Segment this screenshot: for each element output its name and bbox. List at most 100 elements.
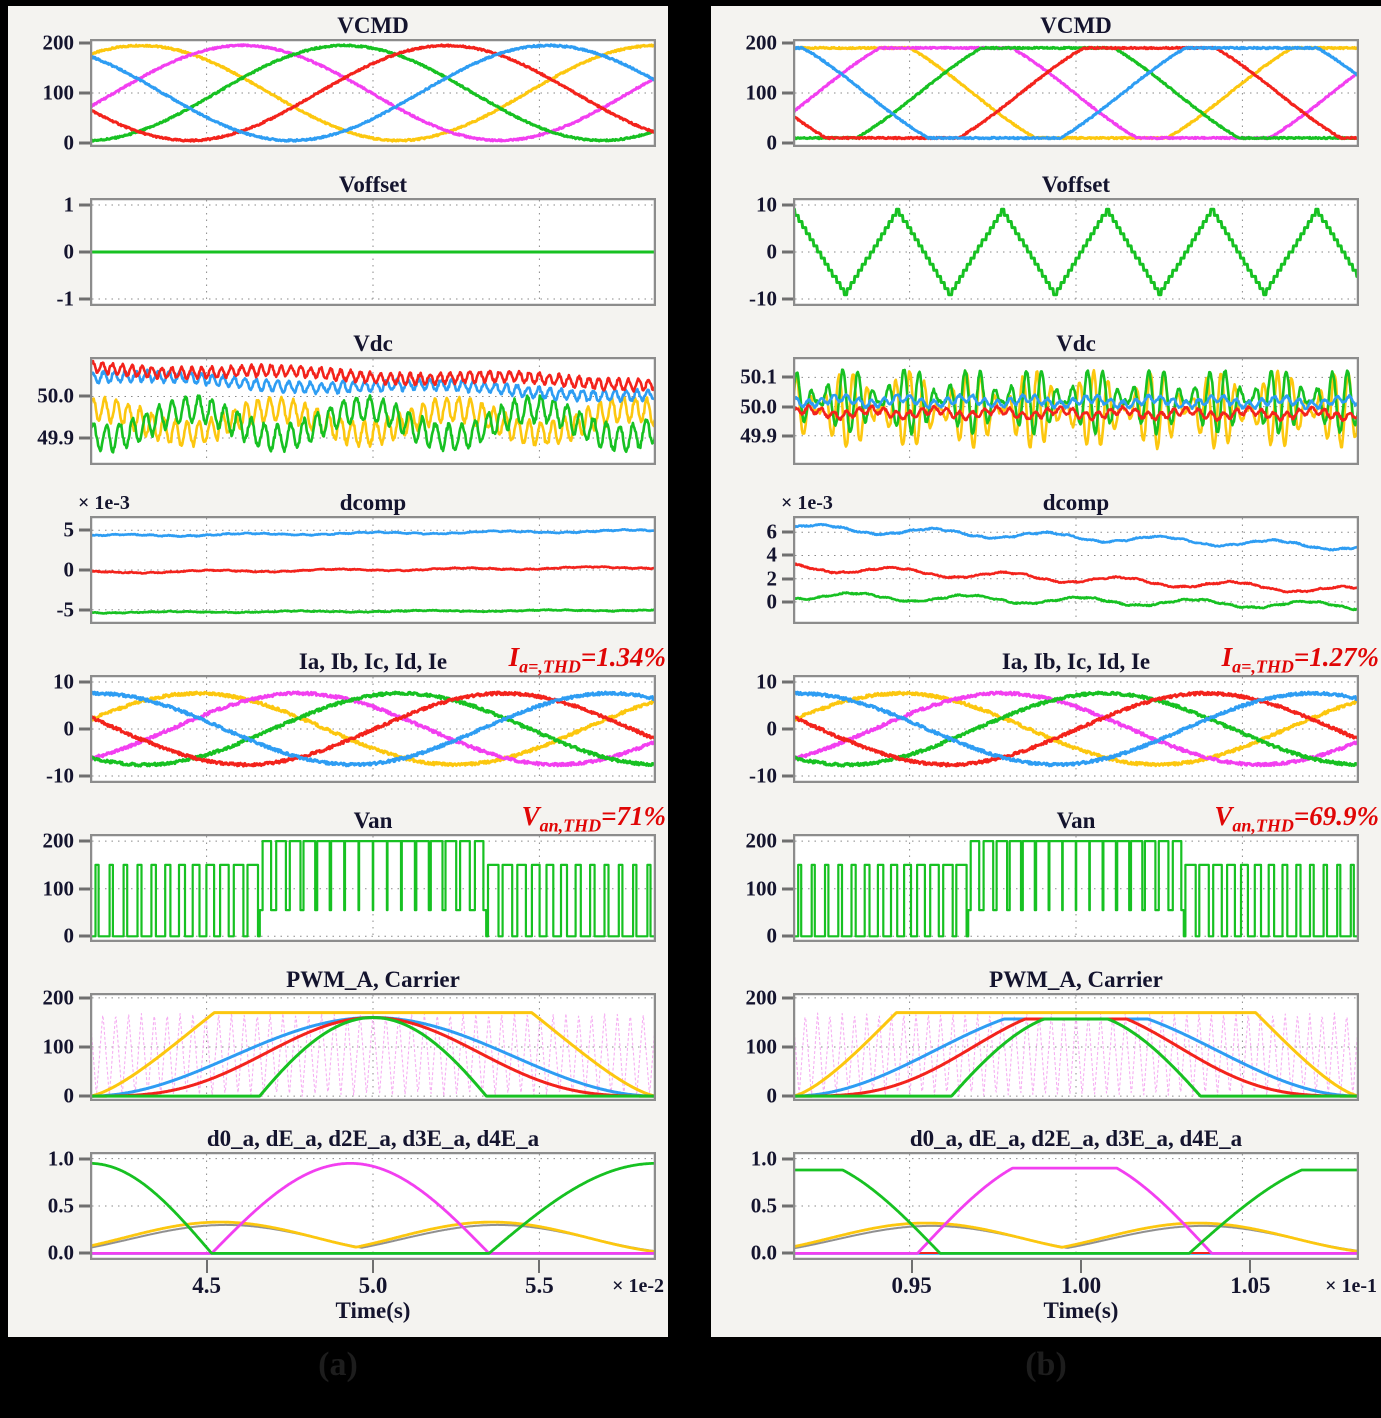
y-tick-mark <box>79 1157 90 1161</box>
plot-title-row: Van Van,THD=71% <box>8 801 668 834</box>
series-dcomp-green <box>90 608 656 615</box>
plot-title-currents: Ia, Ib, Ic, Id, Ie <box>1001 649 1151 674</box>
plot-dcomp-a: dcomp × 1e-3 5 0 -5 <box>8 489 668 624</box>
plot-title-dcomp: dcomp <box>1042 490 1110 515</box>
y-tick-mark <box>782 727 793 731</box>
thd-subscript: an,THD <box>1232 815 1294 836</box>
y-tick-mark <box>79 141 90 145</box>
series-i-green <box>793 690 1359 768</box>
plot-duty-a: d0_a, dE_a, d2E_a, d3E_a, d4E_a 1.0 0.5 0.0 <box>8 1125 668 1265</box>
x-tick-mark <box>205 1260 208 1273</box>
y-tick-label: 100 <box>745 876 778 901</box>
y-tick-mark <box>79 996 90 1000</box>
thd-value: =1.27% <box>1293 642 1379 672</box>
y-tick-mark <box>79 1094 90 1098</box>
y-tick-label: 50.0 <box>740 394 777 419</box>
y-tick-label: 200 <box>42 30 75 55</box>
y-axis-gutter: 200 100 0 <box>711 829 793 948</box>
y-tick-label: 49.9 <box>37 425 74 450</box>
plot-title-dcomp: dcomp <box>339 490 407 515</box>
y-axis-gutter: 10 0 -10 <box>711 193 793 310</box>
plot-title-pwm: PWM_A, Carrier <box>989 967 1163 992</box>
plot-area: 200 100 0 <box>43 829 656 948</box>
series-vcmd-red <box>793 45 1359 141</box>
series-i-blue <box>90 690 656 768</box>
plot-vcmd-b: VCMD 200 100 0 <box>711 12 1381 155</box>
y-tick-label: -10 <box>749 763 777 788</box>
plot-title-pwm: PWM_A, Carrier <box>286 967 460 992</box>
y-tick-mark <box>782 434 793 438</box>
plot-area: 10 0 -10 <box>749 193 1369 310</box>
y-tick-label: 2 <box>766 566 778 591</box>
series-i-blue <box>793 690 1359 768</box>
y-tick-mark <box>79 727 90 731</box>
plot-title-vdc: Vdc <box>353 331 393 356</box>
y-tick-label: 100 <box>745 80 778 105</box>
plot-title-row: Voffset <box>711 171 1381 198</box>
x-tick-mark <box>538 1260 541 1273</box>
series-vdc-yellow <box>90 395 656 449</box>
y-tick-mark <box>782 839 793 843</box>
y-tick-label: 0 <box>766 923 778 948</box>
y-axis-gutter: 200 100 0 <box>8 985 90 1108</box>
plot-area: 1.0 0.5 0.0 <box>751 1146 1369 1265</box>
plot-title-row: PWM_A, Carrier <box>8 966 668 993</box>
plot-title-currents: Ia, Ib, Ic, Id, Ie <box>298 649 448 674</box>
thd-subscript: a=,THD <box>519 656 581 677</box>
y-axis-gutter: 200 100 0 <box>711 31 793 155</box>
plot-area: 5 0 -5 <box>57 516 656 624</box>
plot-title-row: d0_a, dE_a, d2E_a, d3E_a, d4E_a <box>711 1125 1381 1152</box>
series-i-gold <box>793 690 1359 768</box>
plot-title-vcmd: VCMD <box>1040 13 1112 38</box>
series-vdc-green <box>90 394 656 454</box>
series-i-red <box>90 690 656 768</box>
y-tick-label: 1.0 <box>750 1146 777 1171</box>
series-dcomp-green <box>793 591 1359 612</box>
y-tick-mark <box>782 297 793 301</box>
series-vcmd-green <box>793 45 1359 141</box>
thd-lead: I <box>508 642 520 672</box>
plot-area: 10 0 -10 <box>749 670 1369 787</box>
thd-lead: V <box>521 801 540 831</box>
y-tick-label: 49.9 <box>740 423 777 448</box>
plot-area: 200 100 0 <box>746 985 1369 1108</box>
plot-title-van: Van <box>353 808 393 833</box>
series-pwm-green <box>90 1016 656 1098</box>
y-tick-mark <box>782 600 793 604</box>
caption-a: (a) <box>318 1346 358 1383</box>
plot-currents-b: Ia, Ib, Ic, Id, Ie Ia=,THD=1.27% 10 0 -10 <box>711 642 1381 787</box>
series-d-green <box>793 1168 1359 1255</box>
plot-canvas <box>793 675 1359 783</box>
y-tick-label: -10 <box>749 286 777 311</box>
y-tick-label: 10 <box>756 669 777 694</box>
plot-canvas <box>90 39 656 147</box>
thd-lead: I <box>1221 642 1233 672</box>
y-tick-label: 6 <box>766 519 778 544</box>
plot-title-vcmd: VCMD <box>337 13 409 38</box>
y-tick-mark <box>79 528 90 532</box>
series-van-green <box>793 840 1359 938</box>
y-tick-label: -1 <box>56 286 75 311</box>
plot-title-row: Voffset <box>8 171 668 198</box>
plot-title-row: Ia, Ib, Ic, Id, Ie Ia=,THD=1.27% <box>711 642 1381 675</box>
y-tick-label: 4 <box>766 542 778 567</box>
y-axis-gutter: 50.1 50.0 49.9 <box>711 357 793 465</box>
y-tick-mark <box>782 934 793 938</box>
y-tick-mark <box>79 203 90 207</box>
series-vdc-blue <box>90 368 656 403</box>
y-axis-gutter: 1.0 0.5 0.0 <box>711 1146 793 1265</box>
x-tick-mark <box>372 1260 374 1273</box>
series-vcmd-blue <box>90 43 656 143</box>
y-axis-gutter: 10 0 -10 <box>711 670 793 787</box>
y-tick-mark <box>782 774 793 778</box>
y-tick-mark <box>79 91 90 95</box>
plot-pwm-b: PWM_A, Carrier 200 100 0 <box>711 966 1381 1108</box>
y-tick-label: 0.0 <box>47 1240 74 1265</box>
y-tick-label: 0 <box>766 589 778 614</box>
y-tick-label: 200 <box>42 985 75 1010</box>
y-tick-mark <box>79 1251 90 1255</box>
y-tick-mark <box>79 608 90 612</box>
y-tick-label: 0 <box>63 923 75 948</box>
